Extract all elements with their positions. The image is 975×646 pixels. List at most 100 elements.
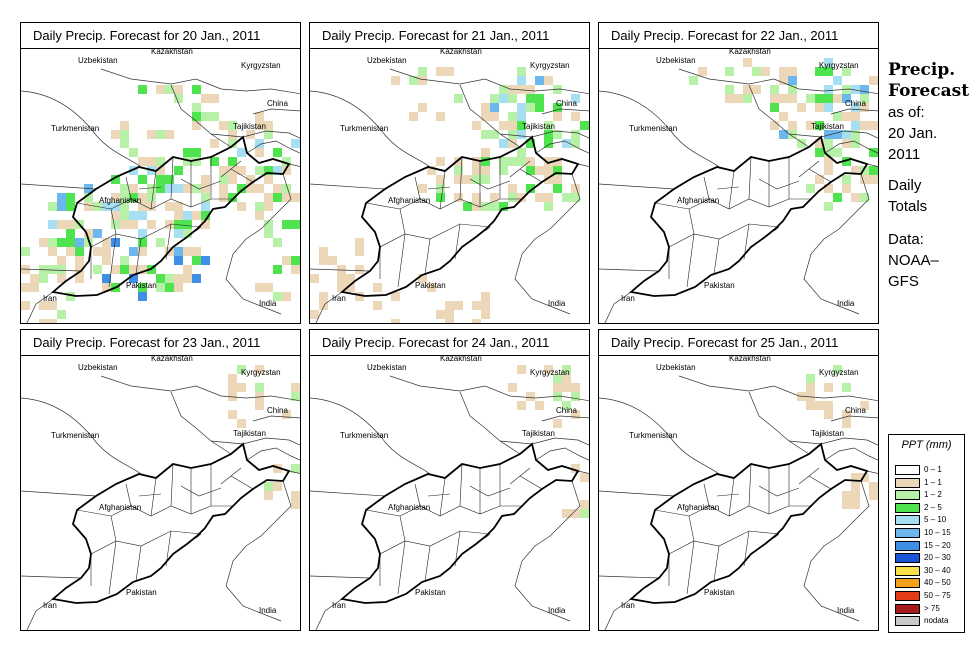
precip-cell [869,491,878,500]
precip-cell [824,94,833,103]
legend-label: 30 – 40 [924,565,951,575]
precip-cell [833,193,842,202]
precip-cell [66,247,75,256]
precip-cell [553,157,562,166]
province-border [716,493,740,497]
country-border [389,375,589,402]
precip-cell [562,509,571,518]
province-border [509,160,531,178]
province-border [808,168,832,183]
precip-cell [102,247,111,256]
precip-cell [824,130,833,139]
precip-cell [328,256,337,265]
precip-cell [219,184,228,193]
map-label-iran: Iran [332,601,346,610]
precip-cell [580,121,589,130]
precip-cell [779,112,788,121]
precip-cell [517,103,526,112]
precip-cell [129,184,138,193]
precip-cell [57,238,66,247]
asof-label: as of: [888,104,925,121]
map-label-uzbekistan: Uzbekistan [656,363,696,372]
province-border [76,509,112,517]
province-border [798,160,820,178]
country-border [21,575,82,579]
precip-cell [472,202,481,211]
precip-cell [57,256,66,265]
precip-cell [183,184,192,193]
panel-title: Daily Precip. Forecast for 20 Jan., 2011 [21,23,300,49]
precip-cell [806,392,815,401]
precip-cell [319,292,328,301]
province-border [170,463,174,507]
panel-title: Daily Precip. Forecast for 22 Jan., 2011 [599,23,878,49]
precip-cell [255,392,264,401]
precip-cell [255,211,264,220]
precip-cell [219,193,228,202]
precip-cell [75,238,84,247]
map-label-tajikistan: Tajikistan [233,122,266,131]
precip-cell [472,121,481,130]
province-border [439,170,446,210]
precip-cell [553,184,562,193]
precip-cell [156,274,165,283]
precip-cell [472,319,481,323]
precip-cell [174,211,183,220]
precip-cell [517,121,526,130]
map-label-afghanistan: Afghanistan [99,503,141,512]
map-label-kazakhstan: Kazakhstan [440,49,482,56]
province-border [439,477,446,517]
map-label-turkmenistan: Turkmenistan [629,431,677,440]
precip-cell [138,283,147,292]
country-border [170,84,232,148]
precip-cell [93,229,102,238]
precip-cell [282,193,291,202]
precip-cell [57,193,66,202]
precip-cell [869,175,878,184]
precip-cell [282,157,291,166]
precip-cell [481,310,490,319]
precip-cell [869,76,878,85]
precip-cell [291,500,300,509]
precip-cell [255,365,264,374]
precip-cell [490,130,499,139]
precip-cell [48,301,57,310]
precip-cell [752,85,761,94]
precip-cell [228,193,237,202]
asof-year: 2011 [888,146,921,163]
precip-cell [878,184,879,193]
precip-cell [39,301,48,310]
heading-line-2: Forecast [888,81,970,101]
map-label-kyrgyzstan: Kyrgyzstan [241,61,281,70]
legend-item: 1 – 2 [895,490,942,501]
precip-cell [183,265,192,274]
precip-cell [436,175,445,184]
heading-line-1: Precip. [888,60,956,80]
precip-cell [535,76,544,85]
country-border [541,108,589,115]
country-border [499,130,589,139]
precip-cell [129,274,138,283]
province-border [728,170,735,210]
country-border [100,68,300,95]
province-border [686,233,695,288]
precip-cell [120,130,129,139]
precip-cell [589,500,590,509]
country-border [225,173,292,315]
precip-cell [418,274,427,283]
legend-label: nodata [924,616,949,626]
precip-cell [355,247,364,256]
precip-cell [346,283,355,292]
precip-cell [174,184,183,193]
precip-cell [815,401,824,410]
precip-cell [66,292,75,301]
precip-cell [779,130,788,139]
province-border [798,467,820,485]
precip-cell [120,184,129,193]
precip-cell [183,211,192,220]
map-label-kazakhstan: Kazakhstan [729,356,771,363]
country-border [748,391,810,455]
precip-cell [255,166,264,175]
precip-cell [111,211,120,220]
precip-cell [48,247,57,256]
